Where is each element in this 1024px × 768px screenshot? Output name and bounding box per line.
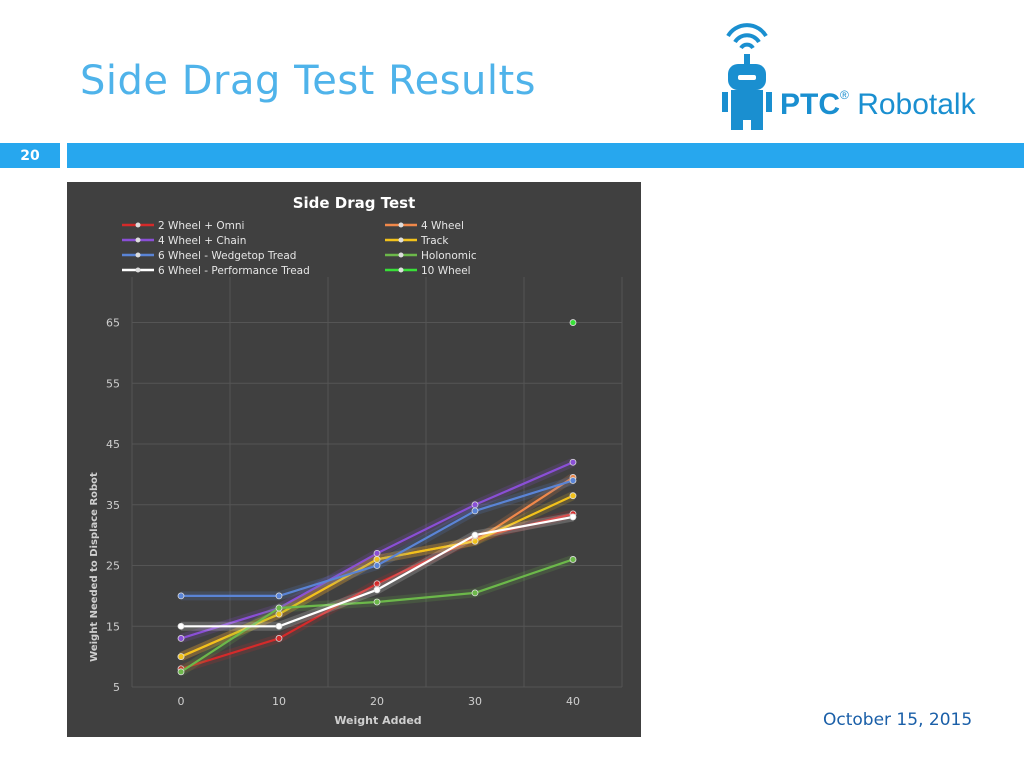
header-bar <box>67 143 1024 168</box>
legend-marker <box>135 237 141 243</box>
legend-marker <box>135 252 141 258</box>
series-line <box>181 515 574 628</box>
data-point <box>177 635 185 642</box>
chart-legend: 2 Wheel + Omni 4 Wheel 4 Wheel + Chain Trac… <box>122 220 477 277</box>
legend-label: 4 Wheel <box>421 220 464 232</box>
legend-marker <box>135 267 141 273</box>
data-point <box>569 556 577 563</box>
data-point <box>177 592 185 600</box>
data-point <box>569 319 577 326</box>
chart-ticks: 5 15 25 35 45 55 65 0 10 20 30 40 <box>106 317 580 708</box>
logo-text: PTC® Robotalk <box>780 88 976 122</box>
legend-label: 4 Wheel + Chain <box>158 235 246 247</box>
y-tick-label: 55 <box>106 377 120 390</box>
chart-title: Side Drag Test <box>293 194 416 212</box>
data-point <box>373 562 381 569</box>
legend-marker <box>135 222 141 228</box>
robot-wifi-icon <box>722 23 772 130</box>
data-point <box>275 635 283 642</box>
logo-reg-mark: ® <box>840 88 849 102</box>
logo-brand: PTC <box>780 88 840 121</box>
legend-label: 2 Wheel + Omni <box>158 220 244 232</box>
slide-number: 20 <box>0 143 60 168</box>
y-tick-label: 25 <box>106 560 120 573</box>
chart-panel: Side Drag Test 2 Wheel + Omni 4 Wheel 4 Wh… <box>67 182 641 737</box>
data-point <box>177 653 185 661</box>
y-tick-label: 35 <box>106 499 120 512</box>
x-tick-label: 30 <box>468 695 482 708</box>
x-tick-label: 20 <box>370 695 384 708</box>
data-point <box>471 531 479 539</box>
data-point <box>177 622 185 630</box>
footer-date: October 15, 2015 <box>823 710 973 730</box>
legend-label: 10 Wheel <box>421 265 471 277</box>
side-drag-chart: Side Drag Test 2 Wheel + Omni 4 Wheel 4 Wh… <box>89 194 623 727</box>
y-tick-label: 5 <box>113 681 120 694</box>
y-tick-label: 45 <box>106 438 120 451</box>
legend-label: Holonomic <box>421 250 477 262</box>
legend-label: 6 Wheel - Wedgetop Tread <box>158 250 296 262</box>
x-axis-label: Weight Added <box>334 714 421 727</box>
data-point <box>373 586 381 594</box>
data-point <box>373 598 381 606</box>
slide-title: Side Drag Test Results <box>80 58 536 104</box>
x-tick-label: 40 <box>566 695 580 708</box>
chart-series <box>177 319 577 676</box>
legend-marker <box>398 237 404 243</box>
data-point <box>275 604 283 612</box>
legend-marker <box>398 222 404 228</box>
data-point <box>275 622 283 630</box>
x-tick-label: 10 <box>272 695 286 708</box>
data-point <box>275 592 283 600</box>
data-point <box>177 668 185 676</box>
y-tick-label: 15 <box>106 620 120 633</box>
data-point <box>471 589 479 597</box>
y-axis-label: Weight Needed to Displace Robot <box>89 472 100 662</box>
series-glow <box>181 512 574 631</box>
x-tick-label: 0 <box>178 695 185 708</box>
data-point <box>471 507 479 515</box>
data-point <box>569 513 577 521</box>
y-tick-label: 65 <box>106 317 120 330</box>
legend-marker <box>398 252 404 258</box>
legend-label: Track <box>420 235 449 247</box>
data-point <box>569 492 577 500</box>
ptc-robotalk-logo <box>722 23 772 130</box>
legend-label: 6 Wheel - Performance Tread <box>158 265 310 277</box>
data-point <box>569 477 577 484</box>
data-point <box>569 458 577 466</box>
logo-product: Robotalk <box>857 88 976 121</box>
legend-marker <box>398 267 404 273</box>
